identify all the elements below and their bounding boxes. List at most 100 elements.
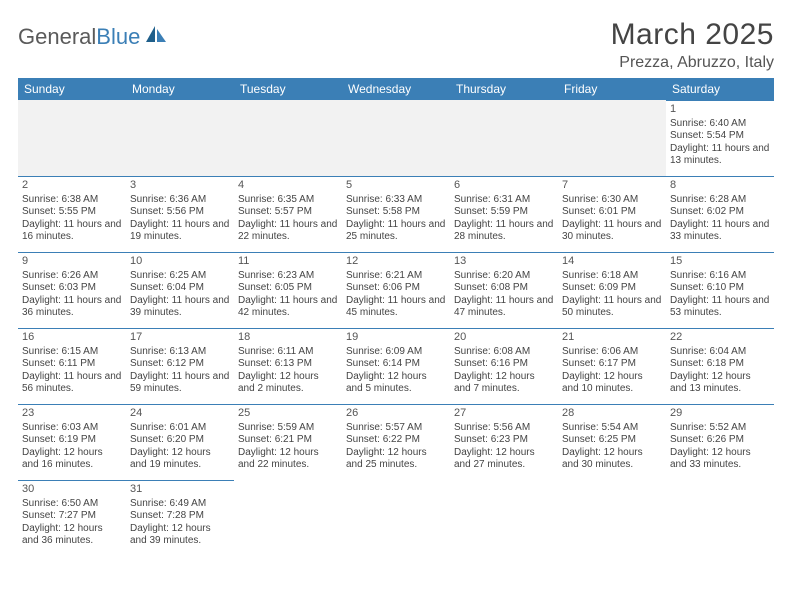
day-number: 21 [562,331,662,345]
sunset-line: Sunset: 6:05 PM [238,282,338,295]
sunrise-line: Sunrise: 6:30 AM [562,194,662,207]
daylight-line: Daylight: 11 hours and 22 minutes. [238,219,338,244]
day-cell-14: 14Sunrise: 6:18 AMSunset: 6:09 PMDayligh… [558,252,666,328]
sunset-line: Sunset: 6:03 PM [22,282,122,295]
day-number: 10 [130,255,230,269]
day-number: 17 [130,331,230,345]
blank-cell [126,100,234,176]
daylight-line: Daylight: 12 hours and 25 minutes. [346,447,446,472]
daylight-line: Daylight: 11 hours and 30 minutes. [562,219,662,244]
sunrise-line: Sunrise: 6:06 AM [562,346,662,359]
day-cell-23: 23Sunrise: 6:03 AMSunset: 6:19 PMDayligh… [18,404,126,480]
sunrise-line: Sunrise: 6:20 AM [454,270,554,283]
sunset-line: Sunset: 6:10 PM [670,282,770,295]
daylight-line: Daylight: 12 hours and 36 minutes. [22,523,122,548]
day-cell-28: 28Sunrise: 5:54 AMSunset: 6:25 PMDayligh… [558,404,666,480]
day-cell-21: 21Sunrise: 6:06 AMSunset: 6:17 PMDayligh… [558,328,666,404]
daylight-line: Daylight: 12 hours and 2 minutes. [238,371,338,396]
day-number: 18 [238,331,338,345]
day-number: 6 [454,179,554,193]
daylight-line: Daylight: 11 hours and 36 minutes. [22,295,122,320]
day-cell-7: 7Sunrise: 6:30 AMSunset: 6:01 PMDaylight… [558,176,666,252]
day-number: 13 [454,255,554,269]
location: Prezza, Abruzzo, Italy [611,54,774,72]
daylight-line: Daylight: 12 hours and 33 minutes. [670,447,770,472]
daylight-line: Daylight: 12 hours and 30 minutes. [562,447,662,472]
sunset-line: Sunset: 6:19 PM [22,434,122,447]
sunset-line: Sunset: 5:54 PM [670,130,770,143]
daylight-line: Daylight: 11 hours and 39 minutes. [130,295,230,320]
dayname-friday: Friday [558,78,666,100]
dayname-row: SundayMondayTuesdayWednesdayThursdayFrid… [18,78,774,100]
day-number: 7 [562,179,662,193]
sunset-line: Sunset: 6:25 PM [562,434,662,447]
sunrise-line: Sunrise: 6:08 AM [454,346,554,359]
sunset-line: Sunset: 6:12 PM [130,358,230,371]
day-number: 5 [346,179,446,193]
day-number: 2 [22,179,122,193]
day-cell-2: 2Sunrise: 6:38 AMSunset: 5:55 PMDaylight… [18,176,126,252]
dayname-wednesday: Wednesday [342,78,450,100]
calendar-grid: 1Sunrise: 6:40 AMSunset: 5:54 PMDaylight… [18,100,774,556]
sunset-line: Sunset: 6:22 PM [346,434,446,447]
sunrise-line: Sunrise: 6:01 AM [130,422,230,435]
day-cell-29: 29Sunrise: 5:52 AMSunset: 6:26 PMDayligh… [666,404,774,480]
sunset-line: Sunset: 5:55 PM [22,206,122,219]
month-title: March 2025 [611,18,774,52]
daylight-line: Daylight: 12 hours and 5 minutes. [346,371,446,396]
sunrise-line: Sunrise: 6:25 AM [130,270,230,283]
dayname-sunday: Sunday [18,78,126,100]
daylight-line: Daylight: 12 hours and 7 minutes. [454,371,554,396]
daylight-line: Daylight: 11 hours and 47 minutes. [454,295,554,320]
blank-cell [234,100,342,176]
sunrise-line: Sunrise: 6:40 AM [670,118,770,131]
daylight-line: Daylight: 11 hours and 56 minutes. [22,371,122,396]
day-number: 26 [346,407,446,421]
dayname-monday: Monday [126,78,234,100]
day-cell-11: 11Sunrise: 6:23 AMSunset: 6:05 PMDayligh… [234,252,342,328]
day-cell-17: 17Sunrise: 6:13 AMSunset: 6:12 PMDayligh… [126,328,234,404]
day-cell-13: 13Sunrise: 6:20 AMSunset: 6:08 PMDayligh… [450,252,558,328]
blank-cell [558,100,666,176]
daylight-line: Daylight: 11 hours and 53 minutes. [670,295,770,320]
sunrise-line: Sunrise: 6:13 AM [130,346,230,359]
day-number: 9 [22,255,122,269]
day-cell-27: 27Sunrise: 5:56 AMSunset: 6:23 PMDayligh… [450,404,558,480]
day-cell-24: 24Sunrise: 6:01 AMSunset: 6:20 PMDayligh… [126,404,234,480]
daylight-line: Daylight: 11 hours and 33 minutes. [670,219,770,244]
sunrise-line: Sunrise: 6:28 AM [670,194,770,207]
day-cell-1: 1Sunrise: 6:40 AMSunset: 5:54 PMDaylight… [666,100,774,176]
day-number: 16 [22,331,122,345]
day-cell-5: 5Sunrise: 6:33 AMSunset: 5:58 PMDaylight… [342,176,450,252]
daylight-line: Daylight: 12 hours and 27 minutes. [454,447,554,472]
sunrise-line: Sunrise: 6:03 AM [22,422,122,435]
day-cell-18: 18Sunrise: 6:11 AMSunset: 6:13 PMDayligh… [234,328,342,404]
day-cell-4: 4Sunrise: 6:35 AMSunset: 5:57 PMDaylight… [234,176,342,252]
sunrise-line: Sunrise: 5:56 AM [454,422,554,435]
calendar: SundayMondayTuesdayWednesdayThursdayFrid… [18,78,774,556]
day-cell-3: 3Sunrise: 6:36 AMSunset: 5:56 PMDaylight… [126,176,234,252]
title-block: March 2025 Prezza, Abruzzo, Italy [611,18,774,72]
daylight-line: Daylight: 12 hours and 19 minutes. [130,447,230,472]
day-cell-26: 26Sunrise: 5:57 AMSunset: 6:22 PMDayligh… [342,404,450,480]
sunset-line: Sunset: 7:28 PM [130,510,230,523]
daylight-line: Daylight: 12 hours and 39 minutes. [130,523,230,548]
day-number: 12 [346,255,446,269]
day-number: 24 [130,407,230,421]
dayname-thursday: Thursday [450,78,558,100]
day-number: 31 [130,483,230,497]
sunrise-line: Sunrise: 6:04 AM [670,346,770,359]
logo-text-2: Blue [96,24,140,50]
day-cell-12: 12Sunrise: 6:21 AMSunset: 6:06 PMDayligh… [342,252,450,328]
sunset-line: Sunset: 6:09 PM [562,282,662,295]
sunrise-line: Sunrise: 6:33 AM [346,194,446,207]
dayname-tuesday: Tuesday [234,78,342,100]
daylight-line: Daylight: 11 hours and 25 minutes. [346,219,446,244]
daylight-line: Daylight: 11 hours and 13 minutes. [670,143,770,168]
sunrise-line: Sunrise: 6:49 AM [130,498,230,511]
daylight-line: Daylight: 12 hours and 22 minutes. [238,447,338,472]
day-cell-10: 10Sunrise: 6:25 AMSunset: 6:04 PMDayligh… [126,252,234,328]
logo-text-1: General [18,24,96,50]
day-number: 15 [670,255,770,269]
day-number: 11 [238,255,338,269]
